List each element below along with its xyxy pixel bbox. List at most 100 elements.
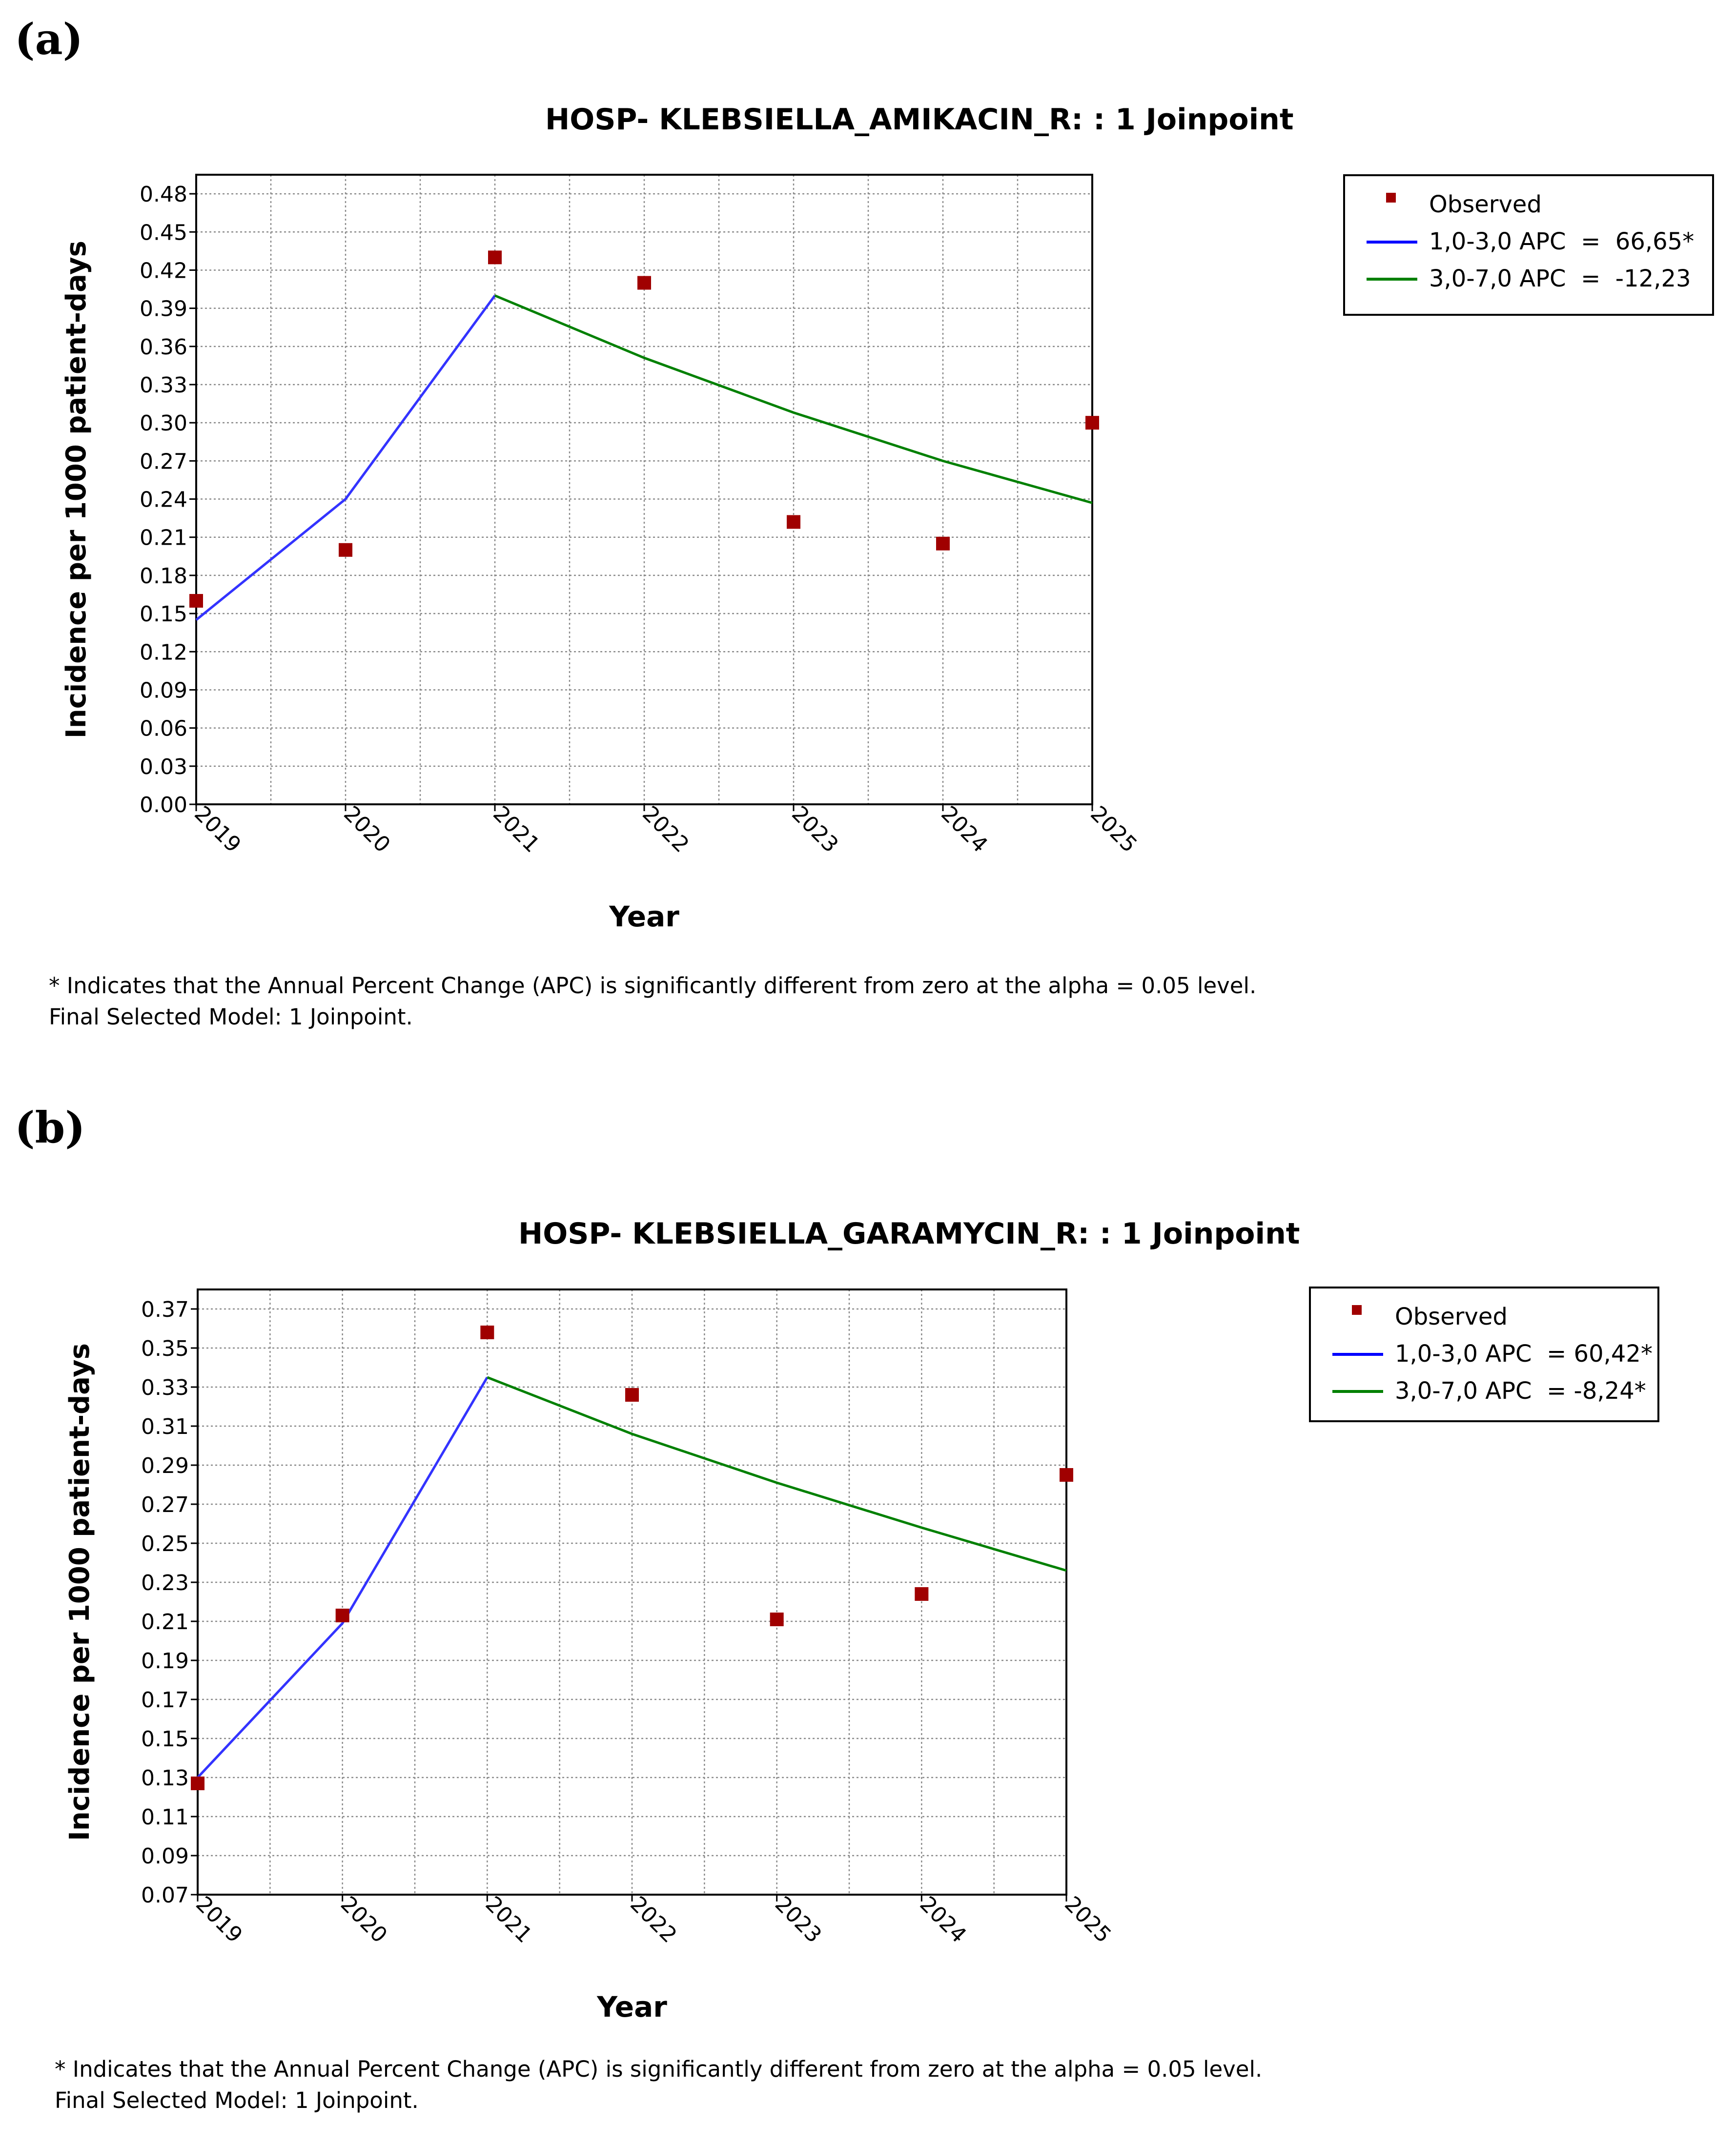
y-tick-label: 0.15 <box>141 1727 189 1752</box>
y-tick-label: 0.11 <box>141 1805 189 1830</box>
y-tick-label: 0.23 <box>141 1571 189 1595</box>
x-tick-label: 2023 <box>787 801 843 858</box>
legend-label: 3,0-7,0 APC = -12,23 <box>1429 265 1691 292</box>
y-tick-label: 0.25 <box>141 1532 189 1556</box>
legend-item: 1,0-3,0 APC = 60,42* <box>1311 1337 1657 1371</box>
x-tick-label: 2019 <box>191 1892 247 1948</box>
legend-line-swatch <box>1367 278 1417 281</box>
y-tick-label: 0.30 <box>140 411 187 436</box>
y-tick-label: 0.29 <box>141 1453 189 1478</box>
y-tick-label: 0.21 <box>141 1610 189 1635</box>
observed-point <box>770 1613 784 1626</box>
footnote-b-line2: Final Selected Model: 1 Joinpoint. <box>55 2087 419 2113</box>
footnote-b-line1: * Indicates that the Annual Percent Chan… <box>55 2056 1263 2082</box>
observed-point <box>936 536 950 551</box>
observed-point <box>915 1587 929 1601</box>
y-tick-label: 0.33 <box>141 1375 189 1400</box>
y-tick-label: 0.00 <box>140 793 187 818</box>
x-tick-label: 2019 <box>189 801 245 858</box>
legend-item: Observed <box>1345 188 1712 222</box>
legend-label: 1,0-3,0 APC = 66,65* <box>1429 228 1695 255</box>
legend-label: Observed <box>1395 1303 1508 1330</box>
observed-point <box>1060 1468 1073 1482</box>
y-axis-label: Incidence per 1000 patient-days <box>61 241 92 738</box>
segment-line-2 <box>487 1376 1067 1572</box>
x-tick-label: 2025 <box>1060 1892 1116 1948</box>
observed-point <box>488 250 502 265</box>
footnote-a: * Indicates that the Annual Percent Chan… <box>49 970 1256 1033</box>
y-tick-label: 0.17 <box>141 1688 189 1713</box>
legend-marker-swatch <box>1352 1305 1362 1315</box>
chart-title-b: HOSP- KLEBSIELLA_GARAMYCIN_R: : 1 Joinpo… <box>518 1217 1300 1251</box>
y-tick-label: 0.27 <box>141 1492 189 1517</box>
x-tick-label: 2024 <box>915 1892 971 1948</box>
y-tick-label: 0.03 <box>140 755 187 779</box>
y-axis-label: Incidence per 1000 patient-days <box>64 1343 96 1841</box>
y-tick-label: 0.39 <box>140 297 187 322</box>
y-tick-label: 0.27 <box>140 449 187 474</box>
x-tick-label: 2025 <box>1085 801 1142 858</box>
observed-point <box>787 515 800 529</box>
x-tick-label: 2021 <box>488 801 544 858</box>
observed-point <box>189 594 203 608</box>
legend-label: 1,0-3,0 APC = 60,42* <box>1395 1340 1653 1368</box>
x-tick-label: 2022 <box>625 1892 681 1948</box>
observed-point <box>480 1326 494 1339</box>
legend-label: 3,0-7,0 APC = -8,24* <box>1395 1377 1646 1405</box>
panel-label-b: (b) <box>15 1102 85 1153</box>
footnote-a-line1: * Indicates that the Annual Percent Chan… <box>49 973 1257 999</box>
x-tick-label: 2020 <box>336 1892 392 1948</box>
y-tick-label: 0.09 <box>140 678 187 703</box>
legend-item: 3,0-7,0 APC = -12,23 <box>1345 262 1712 296</box>
plot-area <box>196 175 1092 804</box>
y-tick-label: 0.24 <box>140 488 187 512</box>
observed-point <box>191 1777 204 1790</box>
legend-line-swatch <box>1332 1353 1383 1356</box>
y-tick-label: 0.21 <box>140 526 187 551</box>
x-tick-label: 2023 <box>770 1892 826 1948</box>
y-tick-label: 0.45 <box>140 220 187 245</box>
y-tick-label: 0.42 <box>140 258 187 283</box>
y-tick-label: 0.12 <box>140 640 187 665</box>
legend-item: 3,0-7,0 APC = -8,24* <box>1311 1374 1657 1409</box>
y-tick-label: 0.37 <box>141 1297 189 1322</box>
x-tick-label: 2024 <box>936 801 992 858</box>
y-tick-label: 0.13 <box>141 1766 189 1791</box>
y-tick-label: 0.48 <box>140 182 187 207</box>
segment-line-1 <box>197 1376 489 1778</box>
y-tick-label: 0.18 <box>140 564 187 589</box>
legend-line-swatch <box>1367 241 1417 244</box>
observed-point <box>339 543 352 557</box>
observed-point <box>1085 416 1099 430</box>
y-tick-label: 0.36 <box>140 335 187 360</box>
chart-a: 0.00 0.03 0.06 0.09 0.12 0.15 0.18 0.21 0.24 0.27… <box>61 174 1142 933</box>
x-tick-label: 2022 <box>637 801 694 858</box>
segment-line-2 <box>494 294 1093 504</box>
legend-label: Observed <box>1429 191 1542 218</box>
segment-line-1 <box>195 295 496 621</box>
plot-border <box>195 174 1093 805</box>
x-tick-label: 2021 <box>481 1892 537 1948</box>
plot-border <box>197 1288 1067 1896</box>
y-tick-label: 0.15 <box>140 602 187 627</box>
y-tick-label: 0.06 <box>140 716 187 741</box>
y-tick-label: 0.09 <box>141 1844 189 1869</box>
footnote-a-line2: Final Selected Model: 1 Joinpoint. <box>49 1004 413 1030</box>
chart-title-a: HOSP- KLEBSIELLA_AMIKACIN_R: : 1 Joinpoi… <box>545 102 1294 137</box>
legend-line-swatch <box>1332 1390 1383 1393</box>
y-tick-label: 0.35 <box>141 1336 189 1361</box>
observed-point <box>335 1609 349 1622</box>
chart-b: 0.07 0.09 0.11 0.13 0.15 0.17 0.19 0.21 0.23 0.25… <box>64 1288 1116 2023</box>
x-axis-label: Year <box>596 1990 667 2023</box>
legend-a: Observed 1,0-3,0 APC = 66,65* 3,0-7,0 APC … <box>1343 174 1714 316</box>
panel-label-a: (a) <box>15 14 83 64</box>
observed-point <box>637 276 651 290</box>
observed-point <box>625 1388 639 1402</box>
y-tick-label: 0.33 <box>140 373 187 398</box>
legend-marker-swatch <box>1386 193 1396 203</box>
footnote-b: * Indicates that the Annual Percent Chan… <box>55 2054 1262 2116</box>
legend-b: Observed 1,0-3,0 APC = 60,42* 3,0-7,0 APC … <box>1309 1287 1659 1422</box>
y-tick-label: 0.07 <box>141 1883 189 1908</box>
legend-item: Observed <box>1311 1300 1657 1334</box>
